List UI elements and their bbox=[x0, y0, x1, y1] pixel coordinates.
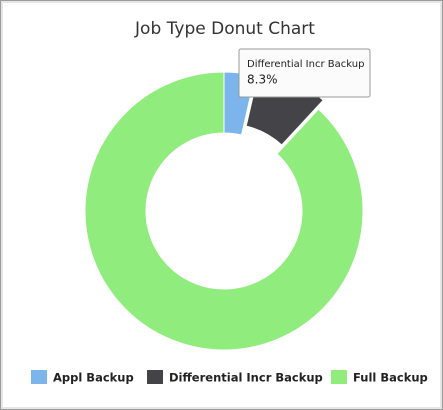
legend-swatch bbox=[331, 370, 347, 384]
legend-swatch bbox=[31, 370, 47, 384]
legend-item[interactable]: Appl Backup bbox=[31, 370, 134, 385]
legend-swatch bbox=[147, 370, 163, 384]
tooltip-title: Differential Incr Backup bbox=[247, 59, 364, 70]
legend-label: Appl Backup bbox=[53, 371, 134, 385]
donut-slice[interactable] bbox=[84, 71, 364, 351]
legend-item[interactable]: Full Backup bbox=[331, 370, 428, 385]
legend-label: Differential Incr Backup bbox=[169, 371, 323, 385]
legend-item[interactable]: Differential Incr Backup bbox=[147, 370, 323, 385]
tooltip: Differential Incr Backup 8.3% bbox=[238, 48, 371, 98]
chart-title: Job Type Donut Chart bbox=[134, 19, 315, 39]
legend-label: Full Backup bbox=[353, 371, 428, 385]
tooltip-value: 8.3% bbox=[247, 73, 278, 87]
tooltip-box bbox=[238, 48, 371, 98]
